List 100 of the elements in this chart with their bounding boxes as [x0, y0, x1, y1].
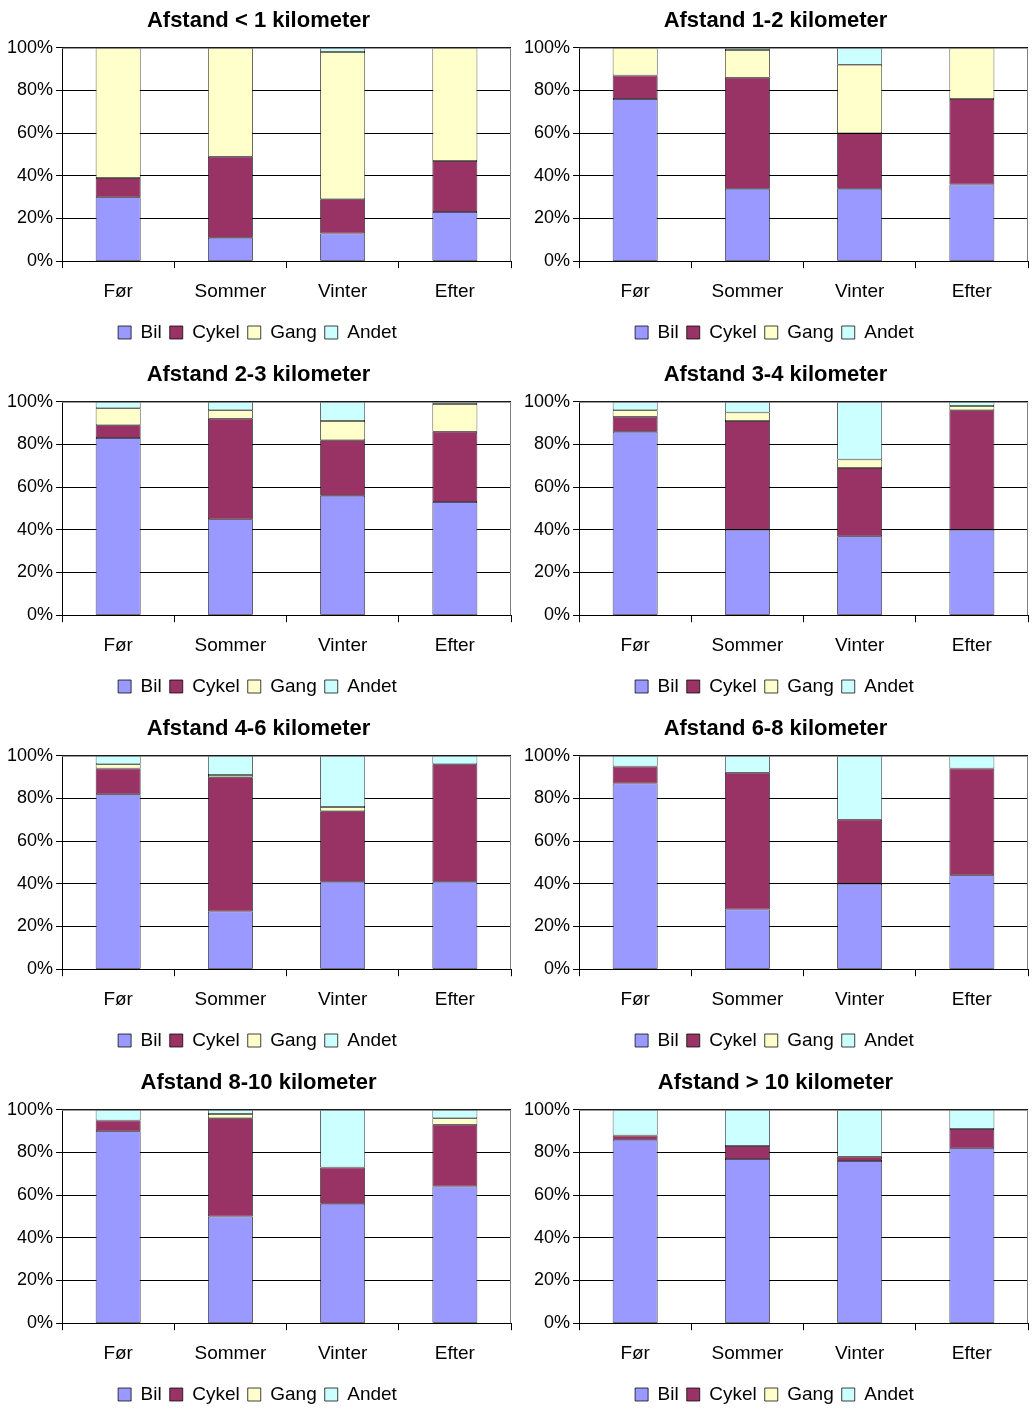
x-tick-label: Efter	[434, 633, 476, 655]
x-tick-label: Før	[620, 633, 651, 655]
legend-label: Andet	[864, 674, 915, 696]
y-tick-label: 80%	[17, 79, 54, 100]
y-tick-label: 20%	[534, 915, 571, 936]
x-tick-label: Sommer	[194, 279, 267, 301]
y-tick-label: 0%	[27, 958, 54, 979]
legend-label: Andet	[347, 1028, 398, 1050]
y-tick-label: 0%	[27, 604, 54, 625]
y-tick-label: 100%	[6, 390, 54, 411]
chart-title: Afstand 4-6 kilometer	[145, 714, 372, 742]
legend-label: Bil	[140, 1028, 162, 1050]
x-tick-label: Sommer	[711, 987, 784, 1009]
legend-label: Andet	[864, 1382, 915, 1404]
x-tick-label: Sommer	[194, 987, 267, 1009]
x-tick-label: Før	[620, 987, 651, 1009]
legend-label: Bil	[140, 674, 162, 696]
legend-label: Andet	[864, 320, 915, 342]
y-tick-label: 80%	[534, 79, 571, 100]
legend-label: Cykel	[192, 320, 240, 342]
y-tick-label: 40%	[534, 164, 571, 185]
x-tick-label: Vinter	[834, 279, 885, 301]
chart-title: Afstand < 1 kilometer	[145, 6, 372, 34]
y-tick-label: 80%	[17, 433, 54, 454]
x-tick-label: Sommer	[711, 633, 784, 655]
x-tick-label: Før	[103, 987, 134, 1009]
y-tick-label: 100%	[523, 744, 571, 765]
y-tick-label: 60%	[534, 122, 571, 143]
x-tick-label: Efter	[434, 279, 476, 301]
legend-label: Andet	[347, 674, 398, 696]
y-tick-label: 40%	[17, 1226, 54, 1247]
legend-label: Cykel	[709, 320, 757, 342]
y-tick-label: 100%	[6, 36, 54, 57]
legend-label: Gang	[270, 1028, 317, 1050]
x-tick-label: Efter	[434, 1341, 476, 1363]
x-tick-label: Sommer	[194, 633, 267, 655]
legend-label: Andet	[347, 1382, 398, 1404]
x-tick-label: Før	[620, 279, 651, 301]
y-tick-label: 100%	[523, 1098, 571, 1119]
y-tick-label: 40%	[17, 518, 54, 539]
legend-label: Gang	[787, 320, 834, 342]
y-tick-label: 60%	[534, 1184, 571, 1205]
x-tick-label: Vinter	[317, 987, 368, 1009]
legend-label: Gang	[787, 674, 834, 696]
y-tick-label: 20%	[534, 1269, 571, 1290]
legend-label: Gang	[787, 1382, 834, 1404]
y-tick-label: 0%	[544, 958, 571, 979]
y-tick-label: 40%	[17, 164, 54, 185]
y-tick-label: 20%	[17, 915, 54, 936]
y-tick-label: 0%	[27, 250, 54, 271]
legend-label: Cykel	[709, 674, 757, 696]
y-tick-label: 100%	[6, 1098, 54, 1119]
y-tick-label: 20%	[17, 561, 54, 582]
legend-label: Bil	[140, 1382, 162, 1404]
legend-label: Gang	[270, 320, 317, 342]
x-tick-label: Efter	[951, 987, 993, 1009]
y-tick-label: 100%	[523, 390, 571, 411]
y-tick-label: 60%	[17, 830, 54, 851]
y-tick-label: 80%	[534, 1141, 571, 1162]
legend-label: Bil	[657, 1028, 679, 1050]
legend-label: Cykel	[709, 1028, 757, 1050]
legend-label: Gang	[270, 1382, 317, 1404]
chart-title: Afstand 8-10 kilometer	[139, 1068, 378, 1096]
legend-label: Gang	[787, 1028, 834, 1050]
y-tick-label: 0%	[544, 604, 571, 625]
legend-label: Bil	[657, 674, 679, 696]
y-tick-label: 60%	[534, 476, 571, 497]
x-tick-label: Vinter	[834, 987, 885, 1009]
y-tick-label: 100%	[6, 744, 54, 765]
x-tick-label: Vinter	[834, 633, 885, 655]
x-tick-label: Efter	[951, 633, 993, 655]
legend-label: Bil	[657, 320, 679, 342]
x-tick-label: Vinter	[834, 1341, 885, 1363]
y-tick-label: 60%	[17, 1184, 54, 1205]
y-tick-label: 80%	[17, 787, 54, 808]
y-tick-label: 20%	[17, 207, 54, 228]
chart-title: Afstand 2-3 kilometer	[145, 360, 372, 388]
x-tick-label: Vinter	[317, 633, 368, 655]
y-tick-label: 20%	[17, 1269, 54, 1290]
x-tick-label: Efter	[951, 279, 993, 301]
y-tick-label: 0%	[544, 250, 571, 271]
chart-title: Afstand 6-8 kilometer	[662, 714, 889, 742]
legend-label: Bil	[140, 320, 162, 342]
x-tick-label: Efter	[434, 987, 476, 1009]
legend-label: Cykel	[192, 674, 240, 696]
chart-title: Afstand 1-2 kilometer	[662, 6, 889, 34]
y-tick-label: 60%	[534, 830, 571, 851]
y-tick-label: 40%	[17, 872, 54, 893]
x-tick-label: Sommer	[711, 1341, 784, 1363]
legend-label: Bil	[657, 1382, 679, 1404]
x-tick-label: Sommer	[711, 279, 784, 301]
x-tick-label: Vinter	[317, 279, 368, 301]
x-tick-label: Efter	[951, 1341, 993, 1363]
y-tick-label: 80%	[534, 433, 571, 454]
y-tick-label: 60%	[17, 122, 54, 143]
legend-label: Cykel	[192, 1028, 240, 1050]
y-tick-label: 80%	[17, 1141, 54, 1162]
x-tick-label: Før	[103, 279, 134, 301]
x-tick-label: Vinter	[317, 1341, 368, 1363]
y-tick-label: 100%	[523, 36, 571, 57]
